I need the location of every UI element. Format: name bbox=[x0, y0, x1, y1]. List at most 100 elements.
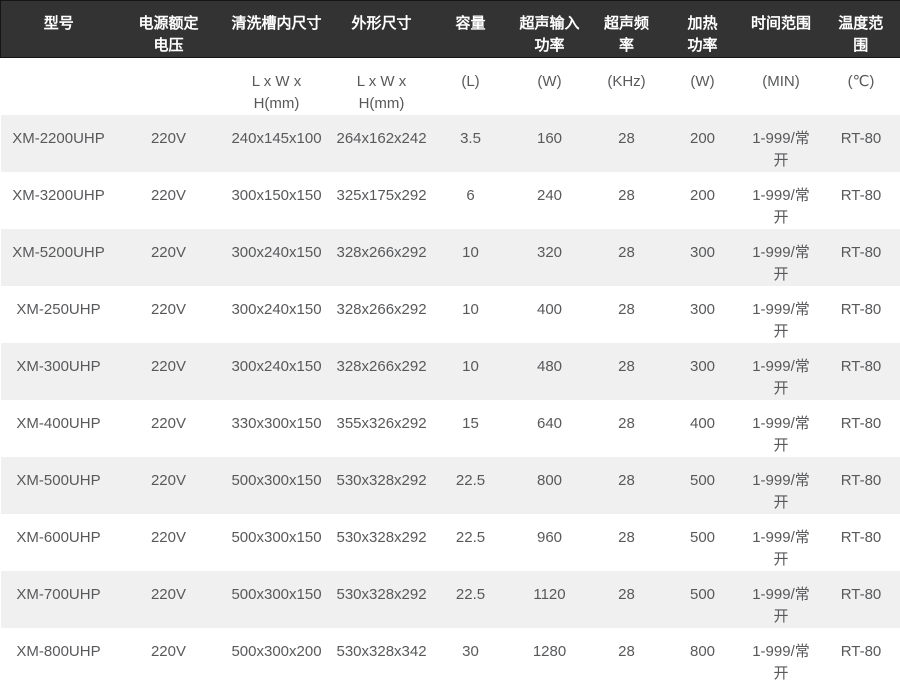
spec-cell: 328x266x292 bbox=[332, 286, 431, 343]
table-row: XM-2200UHP 220V 240x145x100 264x162x242 3.5 1… bbox=[0, 115, 900, 172]
spec-cell: 300 bbox=[664, 343, 741, 400]
spec-cell: 220V bbox=[116, 514, 221, 571]
spec-cell: 10 bbox=[430, 229, 511, 286]
unit-model bbox=[0, 57, 117, 115]
table-row: XM-600UHP 220V 500x300x150 530x328x292 22.5 9… bbox=[0, 514, 900, 571]
unit-frequency: (KHz) bbox=[588, 57, 665, 115]
spec-cell: RT-80 bbox=[821, 172, 900, 229]
col-header-voltage: 电源额定 电压 bbox=[116, 0, 221, 58]
model-cell: XM-400UHP bbox=[0, 400, 117, 457]
spec-cell: 500x300x150 bbox=[220, 457, 333, 514]
spec-cell: 1-999/常 开 bbox=[740, 400, 822, 457]
table-row: XM-500UHP 220V 500x300x150 530x328x292 22.5 8… bbox=[0, 457, 900, 514]
unit-time-range: (MIN) bbox=[740, 57, 822, 115]
unit-outer-size: L x W x H(mm) bbox=[332, 57, 431, 115]
spec-cell: 300 bbox=[664, 229, 741, 286]
spec-cell: 1120 bbox=[510, 571, 589, 628]
model-cell: XM-3200UHP bbox=[0, 172, 117, 229]
spec-cell: 28 bbox=[588, 400, 665, 457]
spec-cell: 1-999/常 开 bbox=[740, 172, 822, 229]
table-header: 型号 电源额定 电压 清洗槽内尺寸 外形尺寸 容量 超声输入 功率 超声频 率 … bbox=[0, 0, 900, 58]
spec-cell: 28 bbox=[588, 457, 665, 514]
spec-cell: 28 bbox=[588, 571, 665, 628]
spec-cell: 28 bbox=[588, 115, 665, 172]
spec-cell: 220V bbox=[116, 628, 221, 681]
spec-cell: 300 bbox=[664, 286, 741, 343]
spec-cell: 640 bbox=[510, 400, 589, 457]
spec-cell: RT-80 bbox=[821, 457, 900, 514]
spec-cell: 220V bbox=[116, 115, 221, 172]
spec-cell: 220V bbox=[116, 172, 221, 229]
col-header-outer-size: 外形尺寸 bbox=[332, 0, 431, 58]
spec-cell: 10 bbox=[430, 343, 511, 400]
spec-cell: 300x150x150 bbox=[220, 172, 333, 229]
col-header-tank-size: 清洗槽内尺寸 bbox=[220, 0, 333, 58]
spec-cell: RT-80 bbox=[821, 343, 900, 400]
spec-cell: 328x266x292 bbox=[332, 229, 431, 286]
spec-cell: 30 bbox=[430, 628, 511, 681]
spec-cell: RT-80 bbox=[821, 115, 900, 172]
spec-cell: RT-80 bbox=[821, 229, 900, 286]
model-cell: XM-500UHP bbox=[0, 457, 117, 514]
col-header-heating-power: 加热 功率 bbox=[664, 0, 741, 58]
spec-cell: 3.5 bbox=[430, 115, 511, 172]
spec-cell: 6 bbox=[430, 172, 511, 229]
spec-cell: 264x162x242 bbox=[332, 115, 431, 172]
spec-cell: 220V bbox=[116, 571, 221, 628]
spec-cell: 500 bbox=[664, 571, 741, 628]
spec-cell: 28 bbox=[588, 229, 665, 286]
unit-heating-power: (W) bbox=[664, 57, 741, 115]
col-header-time-range: 时间范围 bbox=[740, 0, 822, 58]
spec-cell: 240x145x100 bbox=[220, 115, 333, 172]
unit-ultrasonic-power: (W) bbox=[510, 57, 589, 115]
table-row: XM-250UHP 220V 300x240x150 328x266x292 10 400… bbox=[0, 286, 900, 343]
col-header-ultrasonic-power: 超声输入 功率 bbox=[510, 0, 589, 58]
spec-cell: RT-80 bbox=[821, 571, 900, 628]
spec-cell: 10 bbox=[430, 286, 511, 343]
table-row: XM-3200UHP 220V 300x150x150 325x175x292 6 240… bbox=[0, 172, 900, 229]
spec-cell: RT-80 bbox=[821, 286, 900, 343]
spec-cell: 800 bbox=[510, 457, 589, 514]
spec-cell: 1-999/常 开 bbox=[740, 115, 822, 172]
spec-cell: 220V bbox=[116, 343, 221, 400]
model-cell: XM-700UHP bbox=[0, 571, 117, 628]
spec-cell: 1-999/常 开 bbox=[740, 286, 822, 343]
spec-cell: 530x328x292 bbox=[332, 457, 431, 514]
spec-cell: 960 bbox=[510, 514, 589, 571]
spec-cell: 22.5 bbox=[430, 514, 511, 571]
table-row: XM-800UHP 220V 500x300x200 530x328x342 30 128… bbox=[0, 628, 900, 681]
spec-cell: 1-999/常 开 bbox=[740, 229, 822, 286]
spec-cell: 28 bbox=[588, 514, 665, 571]
spec-cell: 320 bbox=[510, 229, 589, 286]
spec-cell: 300x240x150 bbox=[220, 286, 333, 343]
spec-cell: 1280 bbox=[510, 628, 589, 681]
spec-cell: 530x328x292 bbox=[332, 571, 431, 628]
col-header-temp-range: 温度范 围 bbox=[821, 0, 900, 58]
spec-cell: 500x300x150 bbox=[220, 571, 333, 628]
spec-cell: 200 bbox=[664, 172, 741, 229]
spec-cell: 500x300x200 bbox=[220, 628, 333, 681]
spec-cell: 220V bbox=[116, 457, 221, 514]
spec-cell: 530x328x292 bbox=[332, 514, 431, 571]
spec-cell: 355x326x292 bbox=[332, 400, 431, 457]
spec-cell: 325x175x292 bbox=[332, 172, 431, 229]
table-row: XM-5200UHP 220V 300x240x150 328x266x292 10 32… bbox=[0, 229, 900, 286]
spec-cell: 28 bbox=[588, 286, 665, 343]
spec-cell: 22.5 bbox=[430, 571, 511, 628]
spec-cell: 800 bbox=[664, 628, 741, 681]
model-cell: XM-800UHP bbox=[0, 628, 117, 681]
spec-cell: 220V bbox=[116, 229, 221, 286]
spec-cell: 500x300x150 bbox=[220, 514, 333, 571]
spec-cell: 300x240x150 bbox=[220, 229, 333, 286]
spec-cell: 500 bbox=[664, 457, 741, 514]
spec-cell: 400 bbox=[510, 286, 589, 343]
spec-cell: 15 bbox=[430, 400, 511, 457]
spec-cell: 330x300x150 bbox=[220, 400, 333, 457]
unit-voltage bbox=[116, 57, 221, 115]
units-row: L x W x H(mm) L x W x H(mm) (L) (W) (KHz… bbox=[0, 57, 900, 115]
spec-cell: 400 bbox=[664, 400, 741, 457]
table-row: XM-400UHP 220V 330x300x150 355x326x292 15 640… bbox=[0, 400, 900, 457]
model-cell: XM-250UHP bbox=[0, 286, 117, 343]
